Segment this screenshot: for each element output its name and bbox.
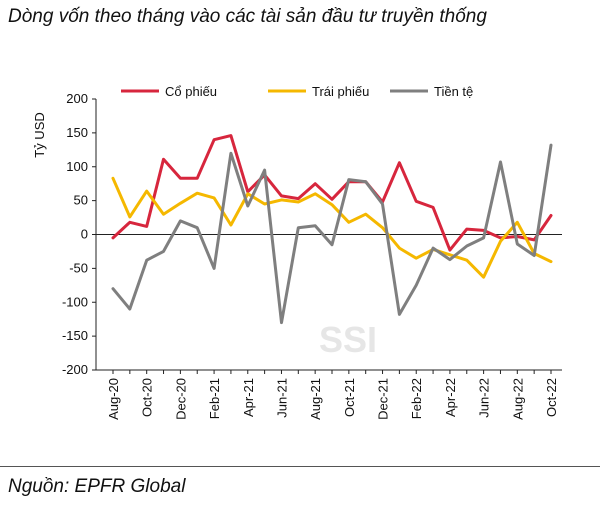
x-tick-label: Oct-21 — [342, 378, 357, 417]
x-tick-label: Feb-21 — [207, 378, 222, 419]
y-tick-label: -150 — [62, 328, 88, 343]
axes: 200 150 100 50 0 -50 -100 -150 -200 Aug-20 Oct-20 D… — [62, 91, 562, 420]
y-tick-label: -200 — [62, 362, 88, 377]
x-tick-label: Feb-22 — [409, 378, 424, 419]
x-tick-label: Dec-21 — [376, 378, 391, 420]
x-tick-label: Apr-21 — [241, 378, 256, 417]
x-tick-label: Aug-21 — [308, 378, 323, 420]
legend-label: Trái phiếu — [312, 84, 369, 99]
y-axis-label: Tỷ USD — [32, 112, 47, 158]
divider — [0, 466, 600, 467]
x-tick-label: Oct-22 — [544, 378, 559, 417]
y-tick-label: 0 — [81, 227, 88, 242]
legend-label: Cổ phiếu — [165, 84, 217, 99]
series-line-1 — [111, 134, 553, 252]
y-tick-label: 50 — [74, 193, 88, 208]
legend: Cổ phiếu Trái phiếu Tiền tệ — [121, 84, 473, 99]
source-note: Nguồn: EPFR Global — [8, 476, 186, 497]
chart-area: 200 150 100 50 0 -50 -100 -150 -200 Aug-20 Oct-20 D… — [32, 84, 562, 420]
x-tick-label: Aug-20 — [106, 378, 121, 420]
series-line-3 — [111, 143, 553, 325]
legend-label: Tiền tệ — [434, 84, 473, 99]
y-tick-label: -50 — [69, 260, 88, 275]
series-lines — [111, 134, 553, 325]
y-tick-label: 200 — [66, 91, 88, 106]
x-tick-label: Oct-20 — [140, 378, 155, 417]
y-tick-label: -100 — [62, 294, 88, 309]
series-line-2 — [111, 176, 553, 279]
y-tick-label: 150 — [66, 125, 88, 140]
x-tick-label: Dec-20 — [173, 378, 188, 420]
x-tick-label: Apr-22 — [443, 378, 458, 417]
x-tick-label: Jun-22 — [477, 378, 492, 418]
watermark-text: SSI — [319, 319, 377, 360]
x-tick-label: Aug-22 — [510, 378, 525, 420]
y-tick-label: 100 — [66, 159, 88, 174]
chart-title: Dòng vốn theo tháng vào các tài sản đầu … — [8, 6, 487, 27]
x-tick-label: Jun-21 — [274, 378, 289, 418]
